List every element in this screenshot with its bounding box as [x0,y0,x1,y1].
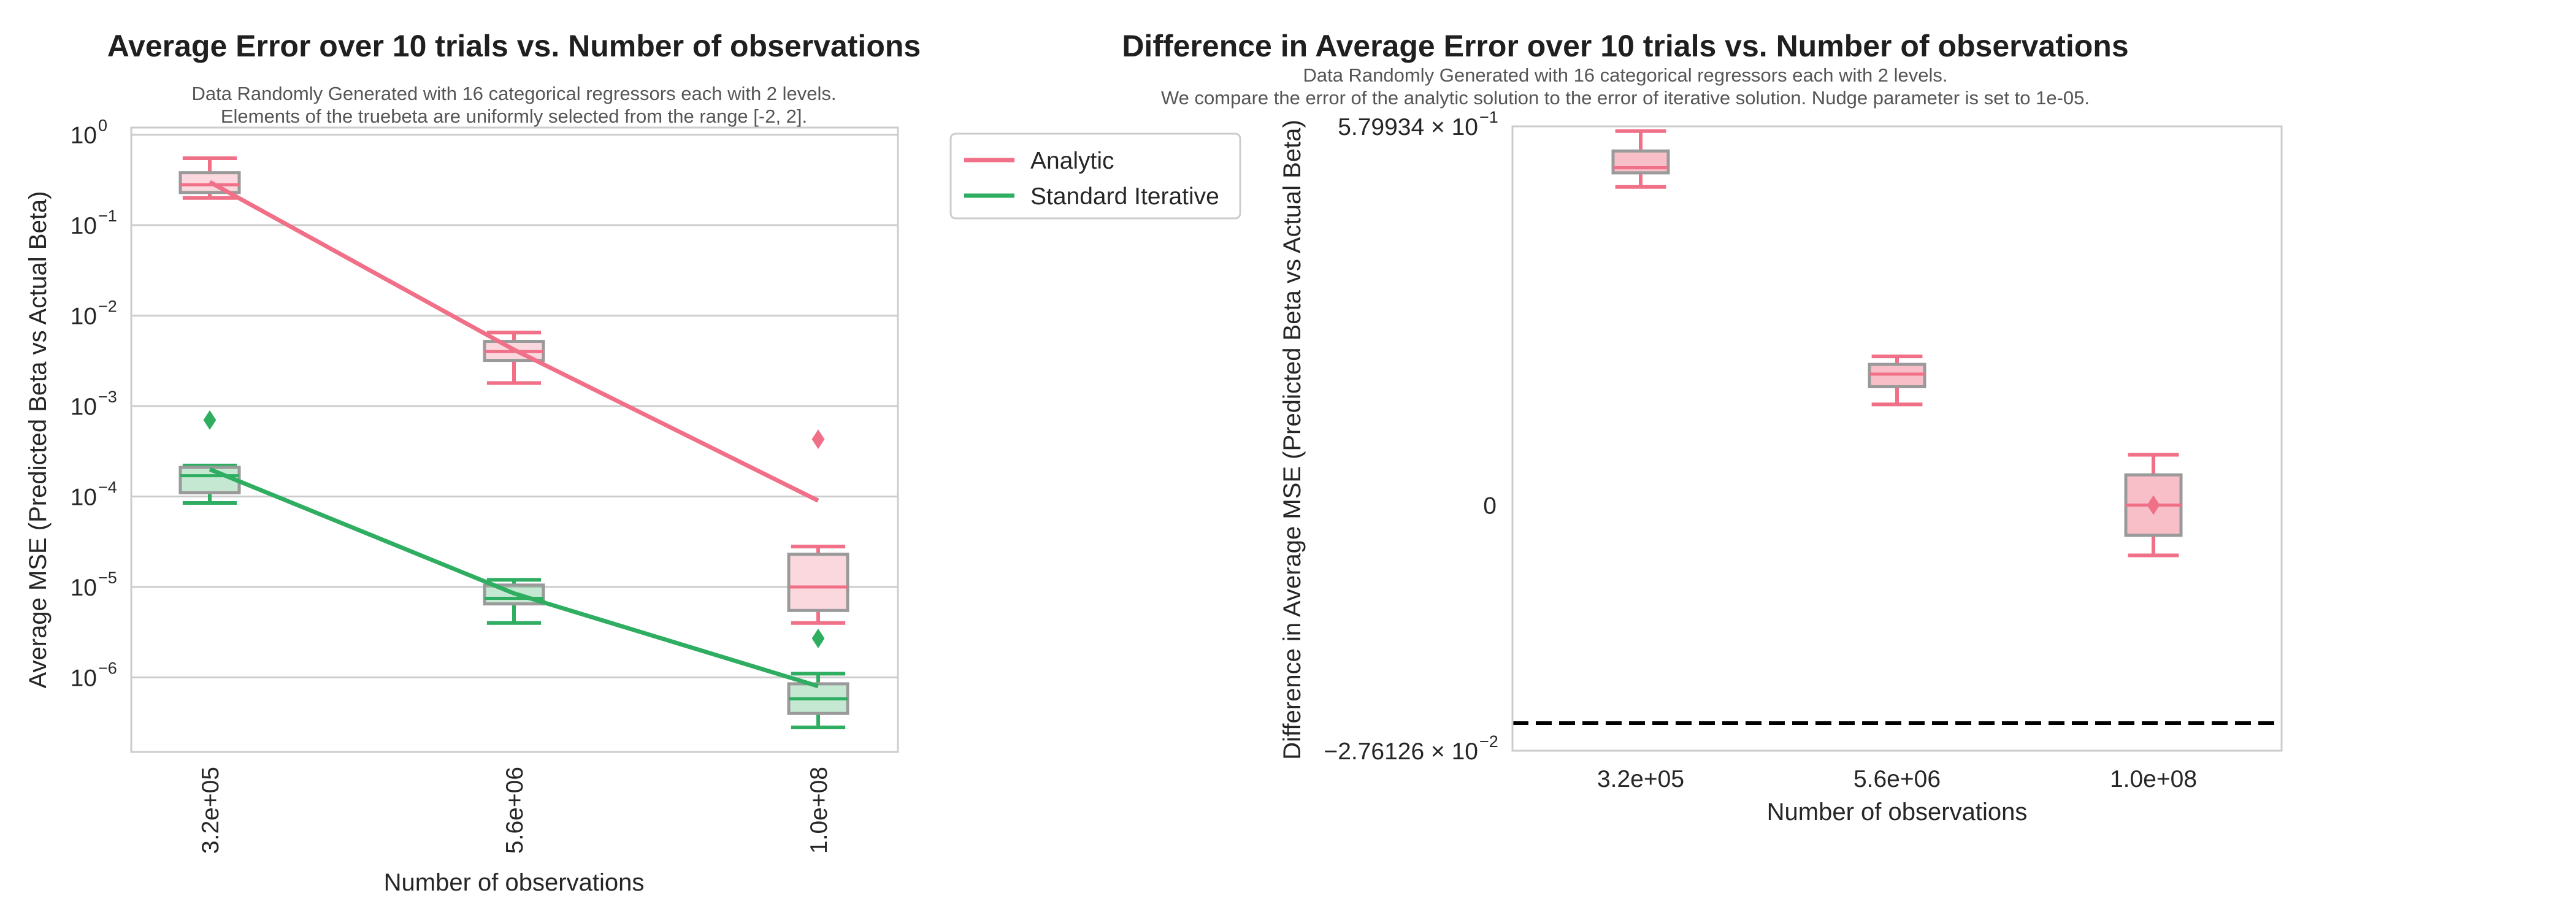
left-y-tick-label: 10 [71,394,97,420]
left-chart-panel: Average Error over 10 trials vs. Number … [25,29,921,896]
right-y-tick-labels: 5.79934 × 10 −1 0 −2.76126 × 10 −2 [1324,108,1498,765]
left-y-tick-label: 10 [71,575,97,601]
left-gridlines [131,134,898,678]
right-x-tick-label: 1.0e+08 [2110,766,2197,792]
left-y-tick-exponent: −4 [98,478,117,497]
left-y-tick-label: 10 [71,665,97,691]
left-y-tick-exponent: −3 [98,388,117,406]
right-box-plots [1611,129,2183,558]
right-y-tick-label: 5.79934 × 10 [1338,114,1478,140]
legend: Analytic Standard Iterative [949,132,1241,220]
left-y-tick-exponent: −1 [98,207,117,225]
right-chart-panel: Difference in Average Error over 10 tria… [1122,29,2283,826]
left-y-tick-label: 10 [71,213,97,239]
legend-frame [949,132,1241,220]
left-y-tick-exponent: −5 [98,569,117,587]
legend-label-analytic: Analytic [1030,148,1114,174]
left-x-tick-labels: 3.2e+05 5.6e+06 1.0e+08 [197,767,832,854]
left-iterative-box [178,466,241,494]
right-plot-frame [1511,125,2283,752]
left-y-tick-label: 10 [71,304,97,330]
right-y-tick-exponent: −1 [1479,108,1498,126]
left-analytic-box [787,553,849,612]
left-iterative-outlier [811,628,825,648]
left-plot-frame [130,126,899,753]
left-x-tick-label: 3.2e+05 [197,767,224,854]
left-series-line-standard-iterative [209,467,819,689]
right-chart-subtitle-line-1: Data Randomly Generated with 16 categori… [1303,64,1947,86]
left-y-tick-label: 10 [71,123,97,149]
right-x-tick-label: 3.2e+05 [1597,766,1684,792]
left-y-tick-exponent: −6 [98,659,117,677]
left-analytic-outlier [811,429,825,450]
right-chart-subtitle-line-2: We compare the error of the analytic sol… [1161,87,2090,109]
right-y-tick-exponent: −2 [1479,732,1498,751]
left-chart-subtitle-line-2: Elements of the truebeta are uniformly s… [221,105,807,127]
right-chart-title: Difference in Average Error over 10 tria… [1122,29,2128,63]
right-x-axis-label: Number of observations [1767,799,2028,826]
right-x-tick-label: 5.6e+06 [1853,766,1941,792]
left-box-plots [178,156,849,730]
left-x-axis-label: Number of observations [384,869,645,896]
left-y-tick-label: 10 [71,485,97,511]
left-chart-subtitle-line-1: Data Randomly Generated with 16 categori… [191,83,836,104]
left-mean-lines [209,180,819,689]
right-y-tick-label: −2.76126 × 10 [1324,738,1478,765]
right-difference-box [1611,149,1670,175]
right-x-tick-labels: 3.2e+05 5.6e+06 1.0e+08 [1597,766,2197,792]
left-x-tick-label: 5.6e+06 [502,767,528,854]
right-y-axis-label: Difference in Average MSE (Predicted Bet… [1279,120,1306,760]
left-y-tick-exponent: −2 [98,297,117,316]
right-y-tick-label: 0 [1483,493,1497,519]
right-difference-outlier [2147,495,2160,515]
left-series-line-analytic [209,180,819,503]
left-y-tick-exponent: 0 [98,117,107,135]
left-x-tick-label: 1.0e+08 [806,767,832,854]
left-iterative-outlier [203,410,217,430]
legend-label-standard-iterative: Standard Iterative [1030,183,1219,210]
left-y-axis-label: Average MSE (Predicted Beta vs Actual Be… [25,191,52,689]
left-chart-title: Average Error over 10 trials vs. Number … [107,29,921,63]
